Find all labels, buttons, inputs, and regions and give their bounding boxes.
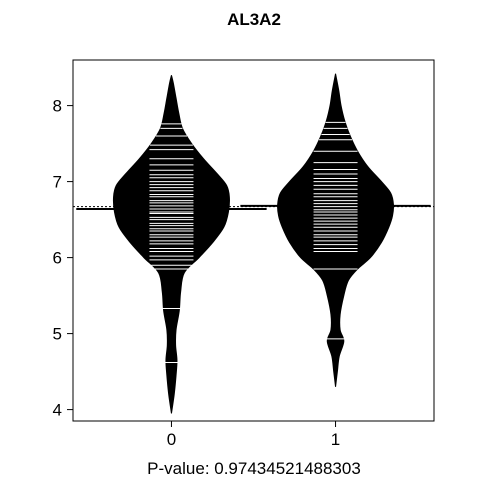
x-axis-label: P-value: 0.97434521488303 bbox=[147, 459, 361, 478]
y-tick-label-4: 4 bbox=[53, 401, 62, 420]
bean-0 bbox=[76, 75, 267, 414]
y-tick-label-6: 6 bbox=[53, 249, 62, 268]
bean-1 bbox=[240, 73, 431, 387]
y-tick-label-8: 8 bbox=[53, 97, 62, 116]
y-tick-label-7: 7 bbox=[53, 173, 62, 192]
x-tick-label-1: 1 bbox=[331, 430, 340, 449]
x-tick-label-0: 0 bbox=[167, 430, 176, 449]
plot-frame bbox=[72, 59, 435, 422]
chart-title: AL3A2 bbox=[227, 10, 281, 29]
bean-shape-1 bbox=[277, 73, 395, 387]
y-tick-label-5: 5 bbox=[53, 325, 62, 344]
plot-clipped-group bbox=[73, 73, 434, 414]
plot-layer: 4 5 6 7 8 0 1 bbox=[53, 59, 435, 449]
